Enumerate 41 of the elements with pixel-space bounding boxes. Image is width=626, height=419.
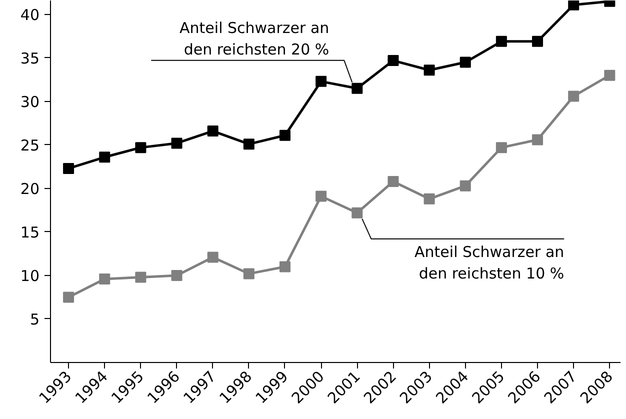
point (568, 90, 580, 102)
point (135, 142, 146, 154)
point (99, 273, 110, 284)
point (352, 82, 363, 94)
point (279, 130, 290, 141)
point (99, 152, 110, 163)
y-tick-label: 10 (20, 266, 40, 285)
point (532, 36, 544, 47)
point (207, 252, 218, 263)
point (316, 76, 327, 87)
point (496, 36, 507, 47)
point (604, 70, 616, 81)
point (424, 193, 435, 204)
point (532, 134, 544, 146)
point (63, 292, 74, 303)
point (496, 142, 507, 154)
point (352, 207, 363, 218)
point (171, 138, 182, 149)
y-tick-label: 15 (20, 223, 40, 242)
annotation: Anteil Schwarzer an den reichsten 20 % (180, 18, 330, 58)
point (424, 64, 435, 76)
annotation: Anteil Schwarzer an den reichsten 10 % (414, 242, 564, 282)
point (243, 268, 254, 280)
y-tick-label: 30 (20, 92, 40, 111)
y-tick-label: 25 (20, 136, 40, 154)
point (316, 190, 327, 202)
point (135, 272, 146, 283)
y-tick-label: 35 (20, 49, 40, 68)
y-tick-label: 40 (20, 6, 40, 24)
point (388, 55, 399, 66)
point (460, 180, 471, 192)
point (460, 56, 471, 68)
point (243, 138, 254, 150)
point (207, 126, 218, 137)
y-tick-label: 20 (20, 180, 40, 198)
point (279, 261, 290, 272)
point (568, 0, 580, 10)
y-tick-label: 5 (30, 310, 40, 328)
point (171, 270, 182, 281)
point (388, 176, 399, 187)
point (63, 162, 74, 174)
